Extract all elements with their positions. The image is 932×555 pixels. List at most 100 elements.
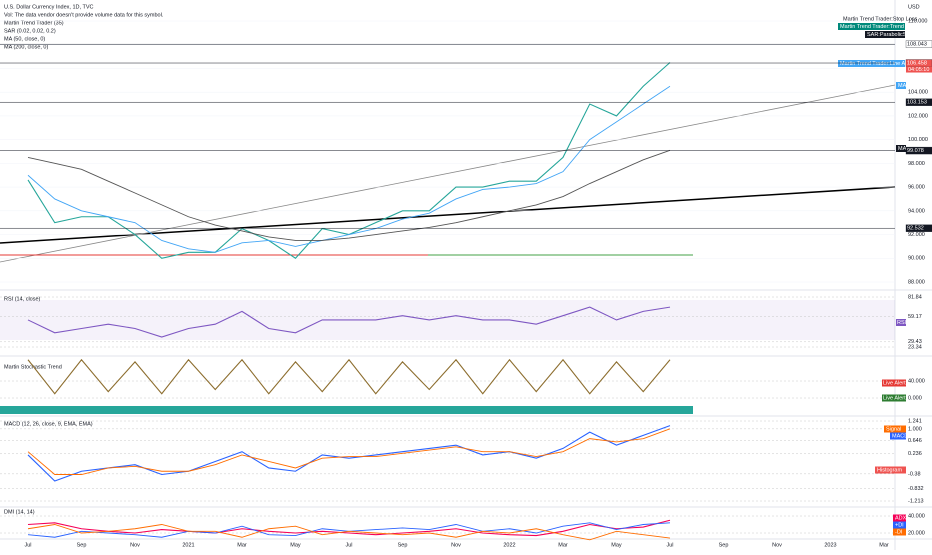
price-label: 99.078 [907, 148, 924, 154]
price-label-box [905, 40, 932, 48]
x-tick-label: Sep [398, 542, 408, 548]
tag: MACD [892, 433, 908, 439]
tag-box [875, 466, 906, 474]
line-label-box [838, 23, 905, 30]
ma-tag-box [896, 145, 906, 152]
series-line [27, 524, 671, 541]
line-label: Martin Trend Trader:Trend Line [840, 24, 916, 30]
price-label: 92.532 [907, 226, 924, 232]
x-tick-label: Sep [719, 542, 729, 548]
ma-tag: MA [898, 146, 907, 152]
series-line [27, 149, 671, 241]
y-tick-label: 40.000 [908, 513, 925, 519]
line-label: Martin Trend Trader:Line Alert [840, 61, 913, 67]
indicator-legend: Martin Trend Trader (35) [4, 20, 64, 26]
y-tick-label: 96.000 [908, 185, 925, 191]
y-tick-label: 100.000 [908, 137, 928, 143]
x-tick-label: 2022 [503, 542, 515, 548]
ma-tag-box [896, 82, 906, 89]
x-tick-label: Nov [130, 542, 140, 548]
y-tick-label: 59.17 [908, 314, 922, 320]
tag: Histogram [877, 467, 902, 473]
x-tick-label: May [611, 542, 622, 548]
y-tick-label: 1.241 [908, 418, 922, 424]
y-tick-label: 104.000 [908, 90, 928, 96]
y-tick-label: 0.000 [908, 395, 922, 401]
ma-tag: MA [898, 83, 907, 89]
x-tick-label: Jul [666, 542, 673, 548]
line-label-box [865, 31, 905, 38]
price-label-box [905, 146, 932, 155]
x-tick-label: May [290, 542, 301, 548]
countdown: 04:05:10 [908, 67, 929, 73]
alert-box [882, 394, 906, 402]
trend-strip [0, 406, 693, 414]
y-tick-label: 90.000 [908, 256, 925, 262]
pane-title: RSI (14, close) [4, 296, 41, 302]
y-tick-label: -0.38 [908, 471, 921, 477]
x-tick-label: 2021 [182, 542, 194, 548]
tag: RSI [897, 320, 907, 326]
x-tick-label: 2023 [824, 542, 836, 548]
y-tick-label: 94.000 [908, 208, 925, 214]
y-tick-label: 102.000 [908, 113, 928, 119]
indicator-legend: MA (50, close, 0) [4, 36, 45, 42]
tag-box [893, 521, 906, 529]
pane-title: DMI (14, 14) [4, 509, 35, 515]
y-tick-label: 20.000 [908, 530, 925, 536]
price-label-box [905, 59, 932, 67]
series-line [27, 306, 671, 338]
series-line [27, 358, 671, 395]
line-label: SAR:ParabolicSAR [867, 32, 914, 38]
alert-box [882, 379, 906, 387]
y-tick-label: 81.84 [908, 294, 922, 300]
series-line [27, 85, 671, 253]
x-tick-label: Mar [879, 542, 889, 548]
y-tick-label: 0.646 [908, 438, 922, 444]
y-tick-label: -1.213 [908, 498, 924, 504]
tag: Signal [886, 426, 901, 432]
y-tick-label: 88.000 [908, 279, 925, 285]
line-label: Martin Trend Trader:Stop Loss [843, 16, 918, 22]
y-tick-label: 1.000 [908, 426, 922, 432]
symbol-title: U.S. Dollar Currency Index, 1D, TVC [4, 4, 93, 10]
tag-box [896, 319, 906, 326]
price-label: 103.153 [907, 100, 927, 106]
countdown-box [906, 66, 932, 73]
price-label-box [905, 98, 932, 106]
tag: +DI [895, 522, 904, 528]
trend-line [0, 186, 896, 244]
x-tick-label: Jul [345, 542, 352, 548]
x-tick-label: Sep [77, 542, 87, 548]
series-line [27, 428, 671, 475]
y-tick-label: 23.34 [908, 344, 922, 350]
alert-label: Live Alert [883, 380, 906, 386]
x-tick-label: Jul [24, 542, 31, 548]
y-tick-label: 0.236 [908, 451, 922, 457]
tag: ADX [895, 515, 907, 521]
indicator-legend: SAR (0.02, 0.02, 0.2) [4, 28, 56, 34]
pane-title: MACD (12, 26, close, 9, EMA, EMA) [4, 421, 93, 427]
x-tick-label: Mar [237, 542, 247, 548]
tag: -DI [895, 529, 903, 535]
tag-box [884, 425, 906, 433]
series-line [27, 425, 671, 482]
pane-title: Martin Stochastic Trend [4, 364, 62, 370]
rsi-band [0, 300, 895, 340]
price-label-box [905, 224, 932, 232]
line-label-box [838, 60, 905, 67]
alert-label: Live Alert [883, 395, 906, 401]
indicator-legend: MA (200, close, 0) [4, 44, 48, 50]
price-label: 108.043 [907, 42, 927, 48]
y-tick-label: 110.000 [908, 18, 927, 24]
tag-box [893, 528, 906, 536]
x-tick-label: Nov [772, 542, 782, 548]
tag-box [893, 514, 906, 522]
x-tick-label: Nov [451, 542, 461, 548]
y-tick-label: 40.000 [908, 378, 925, 384]
tag-box [890, 432, 906, 440]
x-tick-label: Mar [558, 542, 568, 548]
currency: USD [908, 4, 920, 10]
price-label: 106.458 [907, 60, 927, 66]
